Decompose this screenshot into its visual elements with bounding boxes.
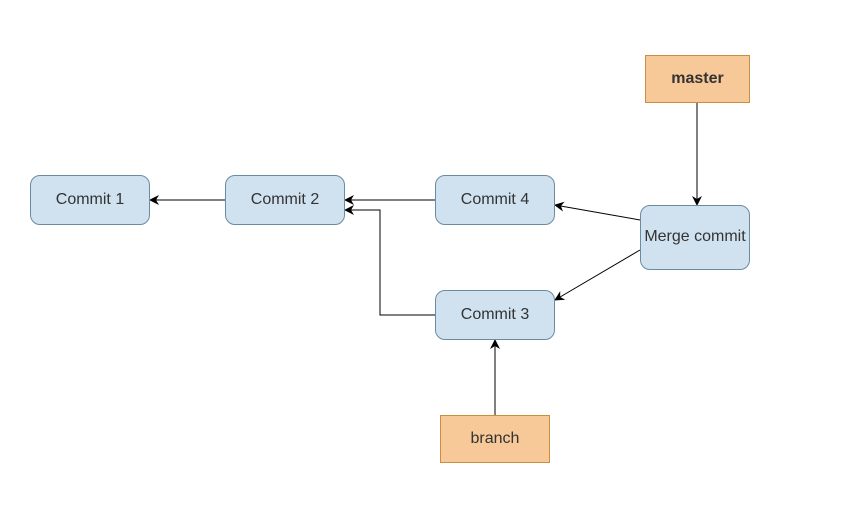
node-commit1: Commit 1 <box>30 175 150 225</box>
node-master: master <box>645 55 750 103</box>
node-label-merge: Merge commit <box>644 227 745 248</box>
node-label-branch: branch <box>471 429 520 450</box>
node-label-commit3: Commit 3 <box>461 305 529 326</box>
edge-commit3-to-commit2 <box>345 210 435 315</box>
node-commit4: Commit 4 <box>435 175 555 225</box>
node-branch: branch <box>440 415 550 463</box>
edge-merge-to-commit3 <box>555 250 640 300</box>
node-commit3: Commit 3 <box>435 290 555 340</box>
node-label-commit1: Commit 1 <box>56 190 124 211</box>
node-commit2: Commit 2 <box>225 175 345 225</box>
edge-merge-to-commit4 <box>555 205 640 220</box>
node-merge: Merge commit <box>640 205 750 270</box>
node-label-master: master <box>671 69 723 90</box>
node-label-commit4: Commit 4 <box>461 190 529 211</box>
node-label-commit2: Commit 2 <box>251 190 319 211</box>
